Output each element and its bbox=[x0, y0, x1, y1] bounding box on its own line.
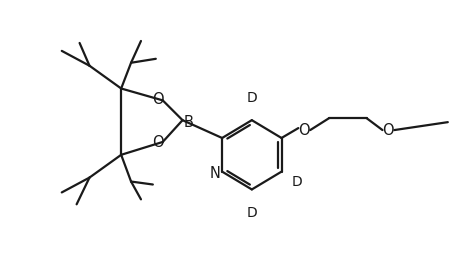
Text: B: B bbox=[183, 115, 193, 130]
Text: N: N bbox=[210, 166, 220, 181]
Text: O: O bbox=[152, 92, 164, 107]
Text: O: O bbox=[298, 123, 310, 138]
Text: O: O bbox=[383, 123, 394, 138]
Text: D: D bbox=[246, 91, 257, 105]
Text: D: D bbox=[246, 206, 257, 220]
Text: O: O bbox=[152, 135, 164, 150]
Text: D: D bbox=[292, 174, 303, 189]
